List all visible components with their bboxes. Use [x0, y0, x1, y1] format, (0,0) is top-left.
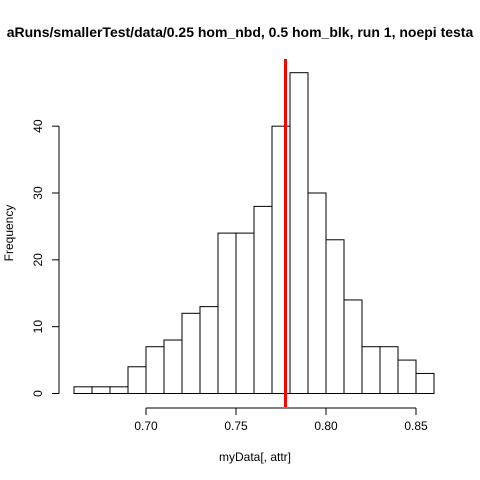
y-axis-label: Frequency: [2, 205, 16, 262]
y-tick-label-3: 30: [31, 186, 45, 200]
histogram-bar-3: [127, 366, 147, 394]
histogram-bar-12: [289, 72, 309, 394]
y-tick-label-2: 20: [31, 253, 45, 267]
x-tick-label-2: 0.80: [314, 419, 338, 433]
histogram-bar-0: [73, 386, 93, 395]
histogram-bar-5: [163, 339, 183, 394]
histogram-bar-4: [145, 346, 165, 394]
histogram-bar-13: [307, 192, 327, 394]
histogram-bar-17: [379, 346, 399, 394]
histogram-bar-11: [271, 125, 291, 394]
histogram-bar-8: [217, 232, 237, 394]
histogram-bar-15: [343, 299, 363, 394]
histogram-bars: [73, 72, 435, 395]
histogram-bar-6: [181, 312, 201, 394]
x-tick-label-1: 0.75: [224, 419, 248, 433]
y-axis: 0 10 20 30 40: [31, 119, 60, 397]
histogram-bar-19: [415, 372, 435, 395]
y-tick-label-0: 0: [31, 390, 45, 397]
histogram-bar-18: [397, 359, 417, 394]
histogram-bar-2: [109, 386, 129, 395]
histogram-bar-14: [325, 239, 345, 394]
histogram-bar-7: [199, 306, 219, 394]
histogram-bar-10: [253, 205, 273, 394]
histogram-bar-1: [91, 386, 111, 395]
histogram-bar-16: [361, 346, 381, 394]
x-axis: 0.70 0.75 0.80 0.85: [134, 407, 428, 433]
y-tick-label-1: 10: [31, 320, 45, 334]
x-tick-label-0: 0.70: [134, 419, 158, 433]
x-axis-label: myData[, attr]: [219, 450, 291, 464]
y-tick-label-4: 40: [31, 119, 45, 133]
x-tick-label-3: 0.85: [404, 419, 428, 433]
histogram-bar-9: [235, 232, 255, 394]
chart-title: aRuns/smallerTest/data/0.25 hom_nbd, 0.5…: [7, 24, 474, 40]
